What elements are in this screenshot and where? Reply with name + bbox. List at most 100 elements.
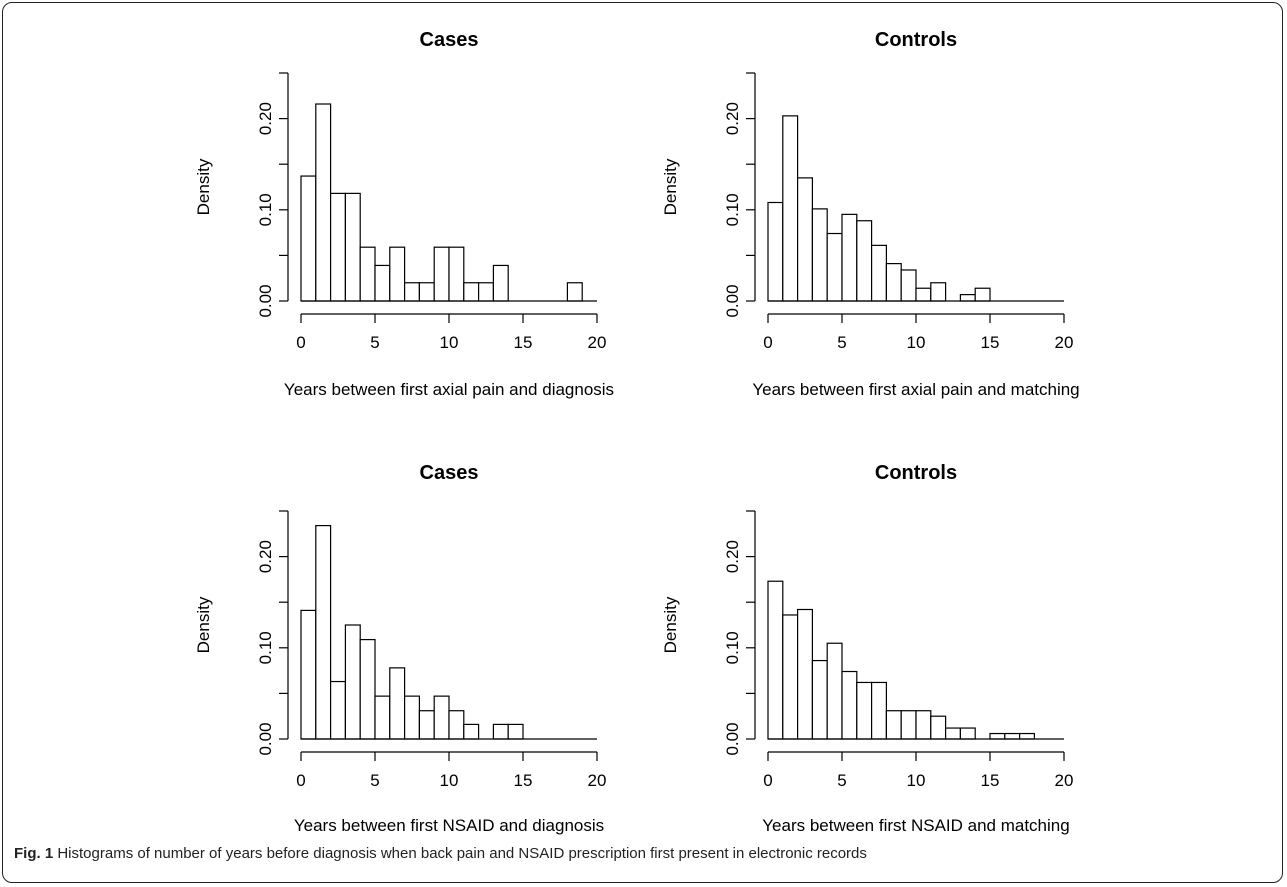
histogram-bar [856, 220, 873, 302]
x-tick-label: 20 [1055, 333, 1074, 352]
x-tick-label: 20 [588, 333, 607, 352]
histogram-bar [885, 263, 902, 302]
caption-text: Histograms of number of years before dia… [53, 845, 867, 862]
chart-title: Cases [420, 29, 479, 51]
histogram-panel-nsaid-cases: Cases 0 5 10 15 20 0.00 0.10 0.20 Years between f… [194, 462, 606, 835]
histogram-panel-nsaid-controls: Controls 0 5 10 15 20 0.00 0.10 0.20 Years betwee… [661, 462, 1073, 835]
histogram-bar [330, 680, 347, 740]
histogram-bar [1018, 732, 1035, 740]
x-tick-label: 5 [370, 771, 379, 790]
histogram-bar [359, 638, 376, 740]
x-tick-label: 10 [907, 771, 926, 790]
histogram-bar [1004, 732, 1021, 740]
histogram-bar [782, 614, 799, 740]
histogram-bar [433, 246, 450, 302]
histogram-bar [463, 282, 480, 302]
histogram-panel-axial-cases: Cases 0 5 10 15 20 0.00 0.10 0.20 Years between f… [194, 29, 614, 399]
histogram-bar [930, 282, 947, 302]
histogram-bar [344, 624, 361, 740]
histogram-bar [944, 727, 961, 740]
x-tick-label: 15 [514, 771, 533, 790]
histogram-bar [404, 282, 421, 302]
histogram-bar [767, 201, 784, 302]
x-tick-label: 20 [588, 771, 607, 790]
histogram-bar [374, 695, 391, 740]
histogram-bar [856, 681, 873, 740]
x-tick-label: 15 [514, 333, 533, 352]
chart-title: Controls [875, 29, 957, 51]
x-tick-label: 0 [763, 771, 772, 790]
y-tick-label: 0.00 [723, 722, 742, 755]
y-axis-label: Density [194, 158, 213, 215]
x-axis-label: Years between first axial pain and diagn… [284, 380, 614, 399]
histogram-bar [841, 670, 858, 740]
histogram-bar [315, 103, 332, 302]
y-tick-label: 0.10 [723, 193, 742, 226]
histogram-bar [870, 244, 887, 302]
histogram-bar [915, 287, 932, 302]
x-tick-label: 0 [296, 771, 305, 790]
histogram-bar [959, 294, 976, 302]
histogram-bar [300, 609, 317, 740]
histogram-bar [448, 710, 465, 740]
histogram-bar [796, 608, 813, 740]
histogram-bar [344, 192, 361, 302]
histogram-bar [826, 232, 843, 302]
histogram-bar [811, 208, 828, 302]
histogram-bar [389, 667, 406, 740]
histogram-bar [900, 269, 917, 302]
histogram-bar [782, 115, 799, 302]
histogram-panel-axial-controls: Controls 0 5 10 15 20 0.00 0.10 0.20 Years betwee… [661, 29, 1080, 399]
histogram-bar [870, 681, 887, 740]
y-tick-label: 0.00 [723, 284, 742, 317]
y-axis-label: Density [661, 596, 680, 653]
histogram-bar [989, 732, 1006, 740]
histogram-bar [433, 695, 450, 740]
histogram-bar [974, 287, 991, 302]
histogram-bar [796, 177, 813, 302]
y-axis-label: Density [661, 158, 680, 215]
x-tick-label: 0 [296, 333, 305, 352]
histogram-bar [463, 723, 480, 740]
y-tick-label: 0.20 [256, 540, 275, 573]
x-tick-label: 10 [440, 771, 459, 790]
y-tick-label: 0.00 [256, 284, 275, 317]
histogram-bar [566, 282, 583, 302]
histogram-bar [359, 246, 376, 302]
y-tick-label: 0.20 [723, 540, 742, 573]
histogram-bar [959, 727, 976, 740]
x-tick-label: 0 [763, 333, 772, 352]
y-tick-label: 0.10 [256, 193, 275, 226]
x-tick-label: 20 [1055, 771, 1074, 790]
histogram-bar [885, 710, 902, 740]
y-tick-label: 0.10 [723, 631, 742, 664]
figure-caption: Fig. 1 Histograms of number of years bef… [14, 845, 1274, 862]
caption-label: Fig. 1 [14, 845, 54, 862]
x-tick-label: 15 [981, 333, 1000, 352]
y-tick-label: 0.10 [256, 631, 275, 664]
x-tick-label: 10 [907, 333, 926, 352]
histogram-bar [492, 264, 509, 302]
x-tick-label: 15 [981, 771, 1000, 790]
x-tick-label: 5 [837, 333, 846, 352]
histogram-bar [300, 175, 317, 302]
histogram-bar [448, 246, 465, 302]
histogram-bar [330, 192, 347, 302]
y-tick-label: 0.20 [256, 102, 275, 135]
histogram-bar [915, 710, 932, 740]
histogram-bar [404, 695, 421, 740]
histogram-bar [418, 710, 435, 740]
y-tick-label: 0.20 [723, 102, 742, 135]
histogram-bar [767, 580, 784, 740]
histogram-bar [841, 213, 858, 302]
histogram-bar [900, 710, 917, 740]
x-axis-label: Years between first NSAID and diagnosis [294, 816, 604, 835]
chart-title: Cases [420, 462, 479, 484]
x-axis-label: Years between first axial pain and match… [752, 380, 1079, 399]
histogram-bar [930, 715, 947, 740]
y-axis-label: Density [194, 596, 213, 653]
histogram-bar [478, 282, 495, 302]
x-tick-label: 5 [837, 771, 846, 790]
